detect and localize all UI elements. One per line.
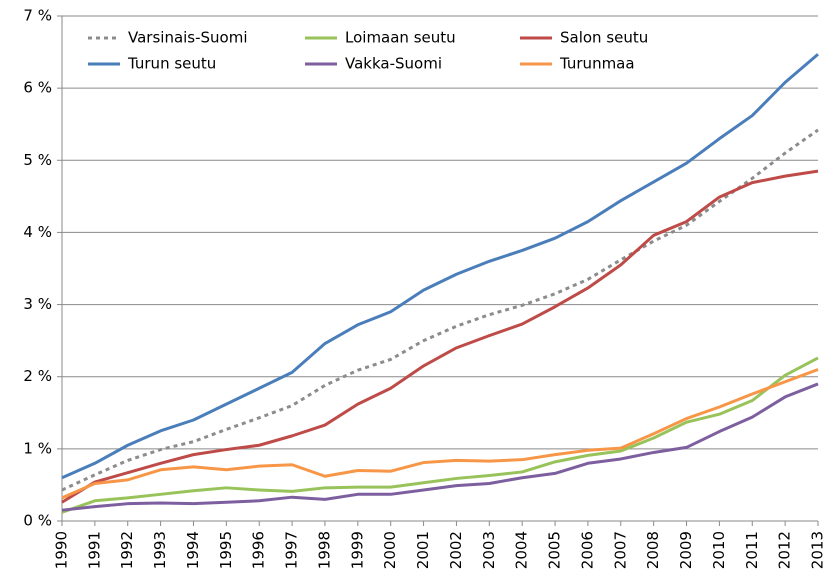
x-tick-label: 1994 <box>184 531 202 569</box>
legend-label: Turunmaa <box>559 55 635 73</box>
series-line <box>61 53 819 480</box>
x-tick-label: 2006 <box>578 531 596 569</box>
x-tick-label: 2008 <box>644 531 662 569</box>
x-tick-label: 1998 <box>315 531 333 569</box>
series-line <box>61 169 819 504</box>
x-tick-label: 2013 <box>809 531 826 569</box>
legend-label: Varsinais-Suomi <box>128 29 248 47</box>
legend-label: Vakka-Suomi <box>345 55 442 73</box>
y-tick-label: 5 % <box>23 151 52 169</box>
x-tick-label: 1995 <box>217 531 235 569</box>
x-tick-label: 2000 <box>381 531 399 569</box>
x-tick-label: 2002 <box>447 531 465 569</box>
x-tick-label: 2010 <box>710 531 728 569</box>
x-tick-label: 1990 <box>53 531 71 569</box>
y-tick-label: 7 % <box>23 7 52 25</box>
y-tick-label: 0 % <box>23 512 52 530</box>
x-tick-label: 1997 <box>283 531 301 569</box>
series-line <box>61 128 819 492</box>
legend-label: Salon seutu <box>560 29 648 47</box>
legend-label: Loimaan seutu <box>345 29 456 47</box>
y-tick-label: 4 % <box>23 223 52 241</box>
y-tick-label: 2 % <box>23 367 52 385</box>
x-tick-label: 2001 <box>414 531 432 569</box>
legend-label: Turun seutu <box>127 55 216 73</box>
y-tick-label: 3 % <box>23 295 52 313</box>
series-line <box>61 368 819 500</box>
x-tick-label: 1999 <box>348 531 366 569</box>
x-tick-label: 2004 <box>513 531 531 569</box>
y-tick-label: 6 % <box>23 79 52 97</box>
x-tick-label: 1991 <box>85 531 103 569</box>
x-tick-label: 2011 <box>743 531 761 569</box>
x-tick-label: 2005 <box>546 531 564 569</box>
x-tick-label: 1992 <box>118 531 136 569</box>
x-tick-label: 2007 <box>611 531 629 569</box>
x-tick-label: 2009 <box>677 531 695 569</box>
x-tick-label: 2012 <box>776 531 794 569</box>
series-line <box>61 382 819 512</box>
x-tick-label: 2003 <box>480 531 498 569</box>
series-line <box>61 356 819 514</box>
y-tick-label: 1 % <box>23 439 52 457</box>
x-tick-label: 1996 <box>250 531 268 569</box>
x-tick-label: 1993 <box>151 531 169 569</box>
